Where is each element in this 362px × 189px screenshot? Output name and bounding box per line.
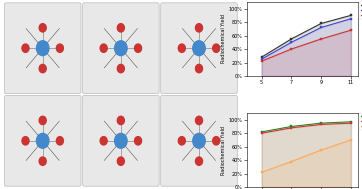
Circle shape — [39, 157, 46, 165]
Circle shape — [135, 137, 142, 145]
Circle shape — [39, 24, 46, 32]
Circle shape — [117, 64, 125, 73]
Circle shape — [22, 44, 29, 52]
Circle shape — [193, 41, 205, 56]
FancyBboxPatch shape — [161, 95, 237, 186]
Circle shape — [115, 133, 127, 148]
Circle shape — [100, 44, 107, 52]
Y-axis label: Radiochemical Yield: Radiochemical Yield — [221, 125, 226, 175]
Circle shape — [178, 44, 185, 52]
Circle shape — [56, 137, 63, 145]
FancyBboxPatch shape — [4, 3, 81, 94]
Circle shape — [195, 116, 202, 125]
Circle shape — [56, 44, 63, 52]
Circle shape — [117, 157, 125, 165]
Circle shape — [135, 44, 142, 52]
Circle shape — [37, 41, 49, 56]
Circle shape — [195, 157, 202, 165]
Circle shape — [115, 41, 127, 56]
Legend: L_a, L_b, L_c: L_a, L_b, L_c — [359, 2, 362, 19]
Circle shape — [37, 133, 49, 148]
FancyBboxPatch shape — [83, 3, 159, 94]
FancyBboxPatch shape — [4, 95, 81, 186]
Circle shape — [117, 116, 125, 125]
Circle shape — [178, 137, 185, 145]
Circle shape — [22, 137, 29, 145]
Y-axis label: Radiochemical Yield: Radiochemical Yield — [221, 14, 226, 64]
Circle shape — [39, 116, 46, 125]
Circle shape — [117, 24, 125, 32]
FancyBboxPatch shape — [83, 95, 159, 186]
Circle shape — [39, 64, 46, 73]
Circle shape — [213, 137, 220, 145]
Legend: L_a, L_b, L_c: L_a, L_b, L_c — [359, 113, 362, 130]
FancyBboxPatch shape — [161, 3, 237, 94]
Circle shape — [213, 44, 220, 52]
Circle shape — [193, 133, 205, 148]
Circle shape — [195, 64, 202, 73]
Circle shape — [195, 24, 202, 32]
Circle shape — [100, 137, 107, 145]
